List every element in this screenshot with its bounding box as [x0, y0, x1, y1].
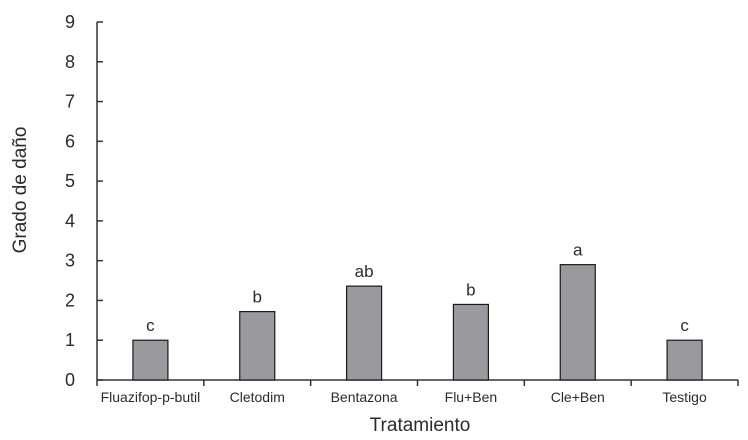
bar — [132, 339, 169, 381]
bar-data-label: ab — [355, 262, 374, 281]
x-tick-label: Cletodim — [230, 389, 285, 405]
y-tick-label: 6 — [65, 131, 75, 151]
y-tick-label: 2 — [65, 290, 75, 310]
y-tick-label: 3 — [65, 251, 75, 271]
x-tick-label: Fluazifop-p-butil — [101, 389, 201, 405]
y-tick-label: 0 — [65, 370, 75, 390]
y-tick-label: 1 — [65, 330, 75, 350]
x-axis-title: Tratamiento — [370, 415, 471, 436]
bar-data-label: c — [680, 316, 689, 335]
x-tick-label: Flu+Ben — [445, 389, 498, 405]
y-tick-label: 7 — [65, 92, 75, 112]
bar — [345, 285, 383, 381]
bar-data-label: b — [253, 288, 262, 307]
y-axis-title: Grado de daño — [10, 127, 31, 254]
x-axis: Fluazifop-p-butil Cletodim Bentazona Flu+Be… — [96, 379, 739, 405]
bar — [559, 264, 596, 381]
x-tick-label: Cle+Ben — [551, 389, 605, 405]
bar — [239, 310, 276, 381]
bar — [666, 339, 703, 381]
x-tick-label: Testigo — [662, 389, 707, 405]
bar-data-label: c — [146, 316, 155, 335]
y-tick-label: 4 — [65, 211, 75, 231]
y-tick-label: 5 — [65, 171, 75, 191]
x-tick-label: Bentazona — [331, 389, 398, 405]
y-tick-label: 8 — [65, 52, 75, 72]
bars: c b ab b a c — [132, 241, 703, 381]
y-axis: 0 1 2 3 4 5 6 7 8 9 — [65, 12, 103, 390]
bar — [452, 303, 490, 381]
bar-data-label: b — [466, 280, 475, 299]
y-tick-label: 9 — [65, 12, 75, 32]
bar-data-label: a — [573, 241, 583, 260]
